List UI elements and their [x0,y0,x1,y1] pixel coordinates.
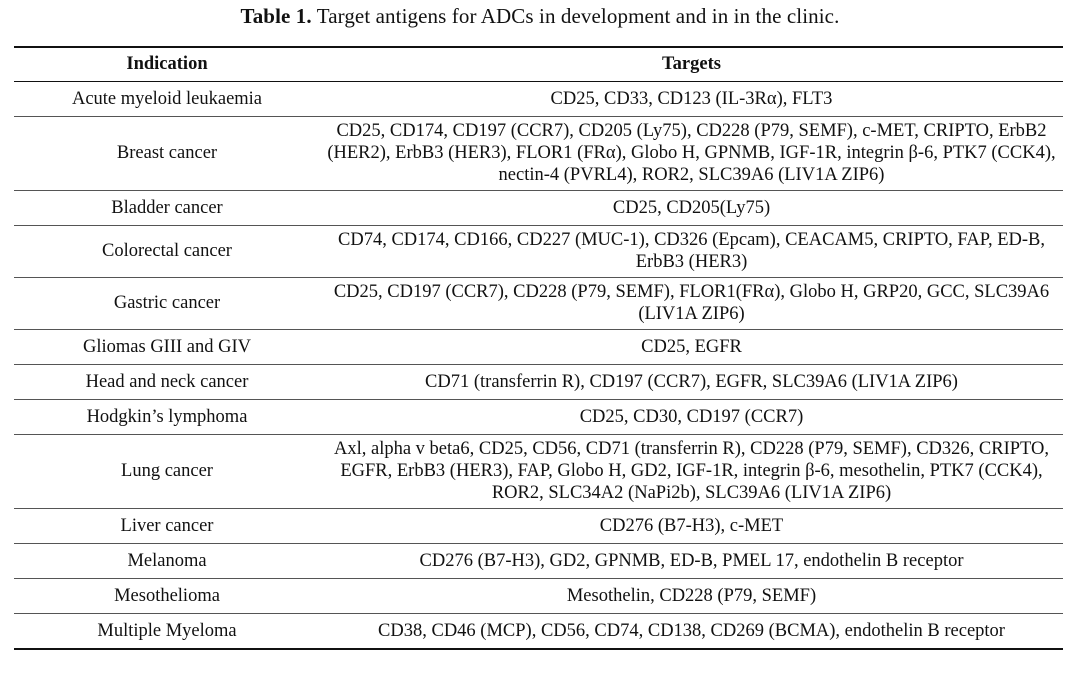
table-row: Head and neck cancer CD71 (transferrin R… [14,364,1063,400]
table-row: Bladder cancer CD25, CD205(Ly75) [14,190,1063,226]
indication-cell: Hodgkin’s lymphoma [14,399,320,435]
targets-cell: CD25, CD205(Ly75) [320,190,1063,226]
targets-cell: CD25, CD174, CD197 (CCR7), CD205 (Ly75),… [320,116,1063,191]
targets-cell: CD25, EGFR [320,329,1063,365]
indication-cell: Head and neck cancer [14,364,320,400]
column-header-indication: Indication [14,46,320,82]
targets-cell: CD276 (B7-H3), GD2, GPNMB, ED-B, PMEL 17… [320,543,1063,579]
indication-cell: Gliomas GIII and GIV [14,329,320,365]
targets-cell: CD25, CD30, CD197 (CCR7) [320,399,1063,435]
table-row: Lung cancer Axl, alpha v beta6, CD25, CD… [14,434,1063,509]
targets-cell: Axl, alpha v beta6, CD25, CD56, CD71 (tr… [320,434,1063,509]
table-row: Colorectal cancer CD74, CD174, CD166, CD… [14,225,1063,278]
indication-cell: Lung cancer [14,434,320,509]
target-antigens-table: Indication Targets Acute myeloid leukaem… [14,46,1063,650]
targets-cell: Mesothelin, CD228 (P79, SEMF) [320,578,1063,614]
indication-cell: Breast cancer [14,116,320,191]
table-header-row: Indication Targets [14,46,1063,82]
table-row: Multiple Myeloma CD38, CD46 (MCP), CD56,… [14,613,1063,650]
targets-cell: CD25, CD33, CD123 (IL-3Rα), FLT3 [320,81,1063,117]
indication-cell: Gastric cancer [14,277,320,330]
targets-cell: CD276 (B7-H3), c-MET [320,508,1063,544]
indication-cell: Melanoma [14,543,320,579]
table-row: Acute myeloid leukaemia CD25, CD33, CD12… [14,81,1063,117]
targets-cell: CD38, CD46 (MCP), CD56, CD74, CD138, CD2… [320,613,1063,650]
indication-cell: Acute myeloid leukaemia [14,81,320,117]
table-row: Gastric cancer CD25, CD197 (CCR7), CD228… [14,277,1063,330]
table-row: Liver cancer CD276 (B7-H3), c-MET [14,508,1063,544]
table-caption-label: Table 1. [240,4,312,28]
table-caption-text: Target antigens for ADCs in development … [316,4,840,28]
table-row: Gliomas GIII and GIV CD25, EGFR [14,329,1063,365]
table-row: Hodgkin’s lymphoma CD25, CD30, CD197 (CC… [14,399,1063,435]
table-row: Melanoma CD276 (B7-H3), GD2, GPNMB, ED-B… [14,543,1063,579]
table-row: Mesothelioma Mesothelin, CD228 (P79, SEM… [14,578,1063,614]
indication-cell: Mesothelioma [14,578,320,614]
indication-cell: Bladder cancer [14,190,320,226]
targets-cell: CD25, CD197 (CCR7), CD228 (P79, SEMF), F… [320,277,1063,330]
table-row: Breast cancer CD25, CD174, CD197 (CCR7),… [14,116,1063,191]
targets-cell: CD71 (transferrin R), CD197 (CCR7), EGFR… [320,364,1063,400]
targets-cell: CD74, CD174, CD166, CD227 (MUC-1), CD326… [320,225,1063,278]
indication-cell: Multiple Myeloma [14,613,320,650]
indication-cell: Colorectal cancer [14,225,320,278]
column-header-targets: Targets [320,46,1063,82]
table-caption: Table 1. Target antigens for ADCs in dev… [0,4,1080,28]
indication-cell: Liver cancer [14,508,320,544]
